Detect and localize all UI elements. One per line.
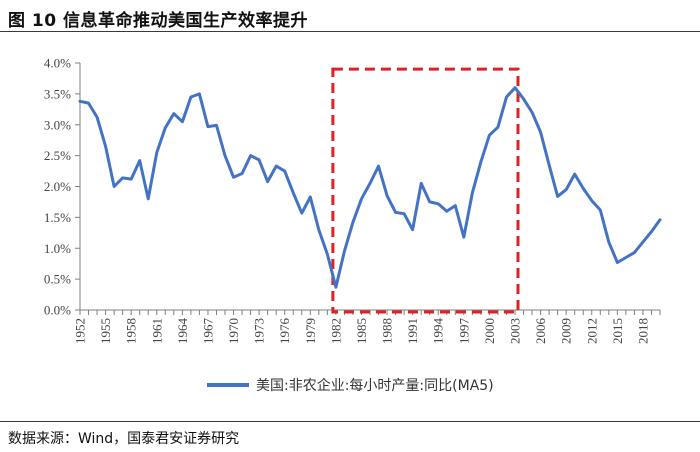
x-tick-label: 2000 — [482, 318, 497, 344]
x-tick-label: 2012 — [584, 318, 599, 344]
legend-label: 美国:非农企业:每小时产量:同比(MA5) — [256, 377, 494, 394]
y-tick-label: 3.0% — [44, 117, 71, 132]
x-tick-label: 2015 — [610, 318, 625, 344]
y-tick-label: 0.0% — [44, 303, 71, 318]
series-line — [78, 86, 662, 289]
x-tick-label: 1982 — [328, 318, 343, 344]
x-tick-label: 2018 — [635, 318, 650, 344]
source-divider — [0, 421, 700, 422]
y-tick-label: 3.5% — [44, 86, 71, 101]
y-tick-label: 2.5% — [44, 148, 71, 163]
x-tick-label: 1964 — [175, 318, 190, 345]
x-tick-label: 1994 — [431, 318, 446, 345]
x-tick-label: 1985 — [354, 318, 369, 344]
x-tick-label: 1970 — [226, 318, 241, 344]
x-tick-label: 1958 — [124, 318, 139, 344]
legend: 美国:非农企业:每小时产量:同比(MA5) — [207, 377, 494, 394]
y-tick-label: 1.5% — [44, 210, 71, 225]
x-axis: 1952 1955 1958 1961 1964 1967 1970 1973 1976 1979… — [73, 309, 661, 345]
highlight-box — [331, 67, 520, 314]
x-tick-label: 1961 — [149, 318, 164, 344]
productivity-line-chart: 0.0% 0.5% 1.0% 1.5% 2.0% 2.5% 3.0% 3.5% 4.0% 195… — [44, 56, 662, 394]
x-tick-label: 1955 — [98, 318, 113, 344]
y-tick-label: 1.0% — [44, 241, 71, 256]
figure-title: 图 10 信息革命推动美国生产效率提升 — [8, 11, 308, 31]
x-tick-label: 1976 — [277, 318, 292, 345]
x-tick-label: 1991 — [405, 318, 420, 344]
source-note: 数据来源：Wind，国泰君安证券研究 — [8, 431, 240, 447]
x-tick-label: 1979 — [303, 318, 318, 344]
y-tick-label: 0.5% — [44, 272, 71, 287]
x-tick-label: 1973 — [252, 318, 267, 344]
y-tick-label: 2.0% — [44, 179, 71, 194]
highlight-region — [331, 67, 520, 314]
x-tick-label: 1967 — [200, 318, 215, 345]
x-tick-label: 2009 — [559, 318, 574, 344]
title-divider — [0, 31, 700, 32]
x-tick-label: 2006 — [533, 318, 548, 345]
x-tick-label: 1997 — [456, 318, 471, 345]
series-layer — [78, 86, 662, 289]
y-tick-label: 4.0% — [44, 56, 71, 71]
x-tick-label: 1952 — [73, 318, 88, 344]
x-tick-label: 1988 — [380, 318, 395, 344]
y-axis: 0.0% 0.5% 1.0% 1.5% 2.0% 2.5% 3.0% 3.5% 4.0% — [44, 56, 81, 318]
x-tick-label: 2003 — [508, 318, 523, 344]
